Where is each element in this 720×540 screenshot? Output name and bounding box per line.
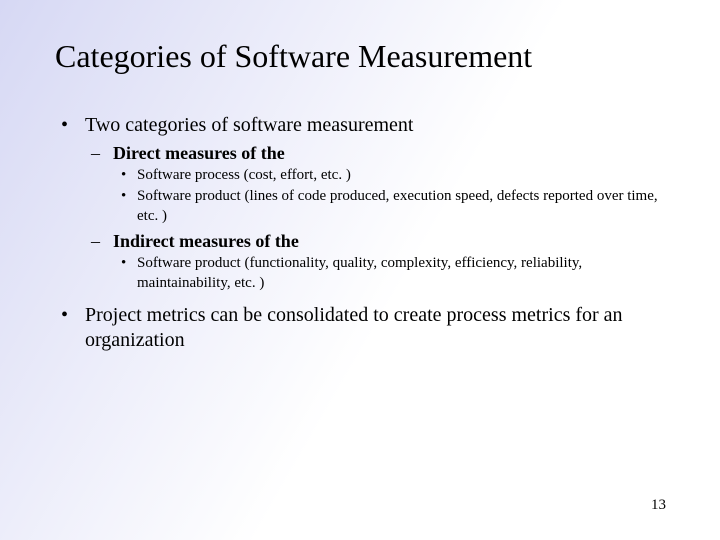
- slide: Categories of Software Measurement Two c…: [0, 0, 720, 540]
- bullet-lvl1: Two categories of software measurement D…: [55, 113, 665, 293]
- bullet-text: Software product (functionality, quality…: [137, 255, 582, 290]
- bullet-list-lvl1: Two categories of software measurement D…: [55, 113, 665, 353]
- bullet-text: Software product (lines of code produced…: [137, 188, 658, 223]
- page-number: 13: [651, 497, 666, 514]
- bullet-list-lvl2: Direct measures of the Software process …: [85, 142, 665, 293]
- bullet-text: Project metrics can be consolidated to c…: [85, 304, 623, 351]
- bullet-text: Indirect measures of the: [113, 231, 299, 251]
- slide-title: Categories of Software Measurement: [55, 38, 665, 75]
- bullet-list-lvl3: Software process (cost, effort, etc. ) S…: [113, 166, 665, 226]
- bullet-lvl3: Software product (functionality, quality…: [113, 254, 665, 292]
- bullet-list-lvl3: Software product (functionality, quality…: [113, 254, 665, 292]
- bullet-lvl3: Software product (lines of code produced…: [113, 187, 665, 225]
- bullet-lvl2: Direct measures of the Software process …: [85, 142, 665, 226]
- bullet-text: Two categories of software measurement: [85, 114, 413, 136]
- bullet-text: Direct measures of the: [113, 143, 285, 163]
- bullet-lvl1: Project metrics can be consolidated to c…: [55, 303, 665, 353]
- bullet-lvl2: Indirect measures of the Software produc…: [85, 230, 665, 293]
- bullet-lvl3: Software process (cost, effort, etc. ): [113, 166, 665, 185]
- bullet-text: Software process (cost, effort, etc. ): [137, 167, 351, 183]
